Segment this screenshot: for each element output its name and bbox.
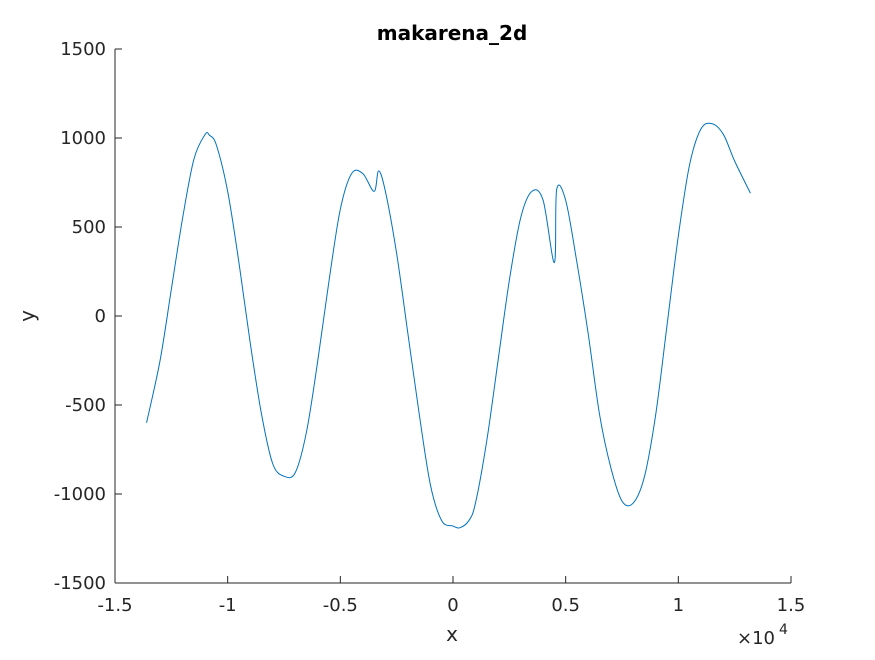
ticks: -1.5 -1 -0.5 0 0.5 1 1.5 -1500 -1000 -500 0 500 1000… <box>54 39 806 616</box>
x-axis-label: x <box>446 622 458 646</box>
x-tick-label: 1.5 <box>777 595 806 616</box>
y-tick-label: 1500 <box>60 39 106 60</box>
series-line <box>146 122 751 529</box>
y-tick-label: -1000 <box>54 484 106 505</box>
x-axis-multiplier: ×10 4 <box>737 622 788 649</box>
y-tick-label: -1500 <box>54 573 106 594</box>
y-tick-label: 0 <box>95 306 106 327</box>
x-tick-label: 0 <box>447 595 458 616</box>
x-tick-label: -1 <box>219 595 237 616</box>
y-axis-label: y <box>15 310 39 322</box>
x-tick-label: 0.5 <box>551 595 580 616</box>
x-tick-label: -1.5 <box>97 595 132 616</box>
series-group <box>146 122 751 529</box>
y-tick-label: 1000 <box>60 128 106 149</box>
chart-title: makarena_2d <box>377 21 528 45</box>
x-tick-label: -0.5 <box>323 595 358 616</box>
x-tick-label: 1 <box>673 595 684 616</box>
x-multiplier-exponent: 4 <box>779 622 788 638</box>
x-multiplier-base: ×10 <box>737 628 775 649</box>
y-tick-label: -500 <box>65 395 106 416</box>
y-tick-label: 500 <box>72 217 106 238</box>
